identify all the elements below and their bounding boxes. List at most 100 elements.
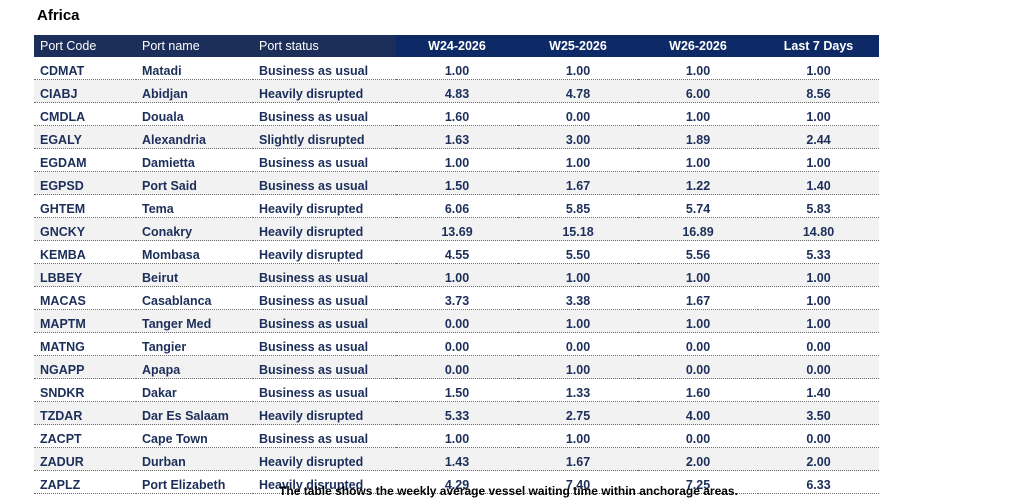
port-name-cell: Damietta xyxy=(136,148,253,172)
port-name-cell: Casablanca xyxy=(136,286,253,310)
port-name-cell: Conakry xyxy=(136,217,253,241)
table-row: EGDAM Damietta Business as usual 1.00 1.00 1.… xyxy=(34,148,879,172)
w25-cell: 1.00 xyxy=(518,355,638,379)
header-w24[interactable]: W24-2026 xyxy=(396,35,518,57)
port-code-cell: MAPTM xyxy=(34,309,136,333)
w26-cell: 1.60 xyxy=(638,378,758,402)
region-title: Africa xyxy=(37,7,80,24)
last-7-days-cell: 0.00 xyxy=(758,424,879,448)
last-7-days-cell: 5.83 xyxy=(758,194,879,218)
last-7-days-cell: 6.33 xyxy=(758,470,879,494)
w26-cell: 0.00 xyxy=(638,355,758,379)
w26-cell: 1.00 xyxy=(638,102,758,126)
port-code-cell: KEMBA xyxy=(34,240,136,264)
port-status-cell: Business as usual xyxy=(253,263,396,287)
w24-cell: 0.00 xyxy=(396,309,518,333)
port-status-cell: Business as usual xyxy=(253,102,396,126)
last-7-days-cell: 1.00 xyxy=(758,148,879,172)
table-row: GNCKY Conakry Heavily disrupted 13.69 15.18 1… xyxy=(34,217,879,241)
port-code-cell: EGPSD xyxy=(34,171,136,195)
port-name-cell: Dar Es Salaam xyxy=(136,401,253,425)
last-7-days-cell: 1.00 xyxy=(758,263,879,287)
port-name-cell: Durban xyxy=(136,447,253,471)
w25-cell: 3.38 xyxy=(518,286,638,310)
table-row: SNDKR Dakar Business as usual 1.50 1.33 1.60 1… xyxy=(34,378,879,402)
w26-cell: 5.56 xyxy=(638,240,758,264)
w26-cell: 0.00 xyxy=(638,332,758,356)
w24-cell: 13.69 xyxy=(396,217,518,241)
port-name-cell: Cape Town xyxy=(136,424,253,448)
port-status-cell: Business as usual xyxy=(253,424,396,448)
table-row: MATNG Tangier Business as usual 0.00 0.00 0.0… xyxy=(34,332,879,356)
w26-cell: 1.00 xyxy=(638,263,758,287)
w26-cell: 0.00 xyxy=(638,424,758,448)
w24-cell: 1.00 xyxy=(396,148,518,172)
port-code-cell: ZADUR xyxy=(34,447,136,471)
port-name-cell: Apapa xyxy=(136,355,253,379)
w25-cell: 2.75 xyxy=(518,401,638,425)
port-name-cell: Port Elizabeth xyxy=(136,470,253,494)
w24-cell: 6.06 xyxy=(396,194,518,218)
port-code-cell: MACAS xyxy=(34,286,136,310)
w26-cell: 7.25 xyxy=(638,470,758,494)
last-7-days-cell: 2.00 xyxy=(758,447,879,471)
w24-cell: 4.83 xyxy=(396,79,518,103)
last-7-days-cell: 1.40 xyxy=(758,378,879,402)
last-7-days-cell: 0.00 xyxy=(758,355,879,379)
port-name-cell: Beirut xyxy=(136,263,253,287)
port-status-cell: Slightly disrupted xyxy=(253,125,396,149)
header-port-status[interactable]: Port status xyxy=(253,35,396,57)
port-code-cell: CDMAT xyxy=(34,57,136,80)
w25-cell: 0.00 xyxy=(518,102,638,126)
last-7-days-cell: 1.00 xyxy=(758,286,879,310)
port-status-cell: Heavily disrupted xyxy=(253,447,396,471)
w25-cell: 7.40 xyxy=(518,470,638,494)
w24-cell: 3.73 xyxy=(396,286,518,310)
table-row: GHTEM Tema Heavily disrupted 6.06 5.85 5.74 5.… xyxy=(34,194,879,218)
table-row: ZADUR Durban Heavily disrupted 1.43 1.67 2.00… xyxy=(34,447,879,471)
port-name-cell: Mombasa xyxy=(136,240,253,264)
header-port-name[interactable]: Port name xyxy=(136,35,253,57)
port-status-cell: Business as usual xyxy=(253,171,396,195)
w25-cell: 1.00 xyxy=(518,309,638,333)
port-code-cell: MATNG xyxy=(34,332,136,356)
port-code-cell: GNCKY xyxy=(34,217,136,241)
w25-cell: 5.50 xyxy=(518,240,638,264)
w25-cell: 1.67 xyxy=(518,447,638,471)
header-last-7-days[interactable]: Last 7 Days xyxy=(758,35,879,57)
table-row: CMDLA Douala Business as usual 1.60 0.00 1.00… xyxy=(34,102,879,126)
w26-cell: 1.89 xyxy=(638,125,758,149)
table-row: KEMBA Mombasa Heavily disrupted 4.55 5.50 5.5… xyxy=(34,240,879,264)
port-name-cell: Abidjan xyxy=(136,79,253,103)
w26-cell: 1.22 xyxy=(638,171,758,195)
w24-cell: 0.00 xyxy=(396,332,518,356)
port-name-cell: Tanger Med xyxy=(136,309,253,333)
header-w26[interactable]: W26-2026 xyxy=(638,35,758,57)
port-code-cell: ZAPLZ xyxy=(34,470,136,494)
last-7-days-cell: 1.00 xyxy=(758,57,879,80)
w24-cell: 1.60 xyxy=(396,102,518,126)
w24-cell: 1.00 xyxy=(396,424,518,448)
port-code-cell: CMDLA xyxy=(34,102,136,126)
w25-cell: 1.67 xyxy=(518,171,638,195)
port-status-cell: Heavily disrupted xyxy=(253,217,396,241)
header-w25[interactable]: W25-2026 xyxy=(518,35,638,57)
port-name-cell: Port Said xyxy=(136,171,253,195)
w25-cell: 5.85 xyxy=(518,194,638,218)
header-port-code[interactable]: Port Code xyxy=(34,35,136,57)
port-code-cell: LBBEY xyxy=(34,263,136,287)
w25-cell: 1.33 xyxy=(518,378,638,402)
port-code-cell: ZACPT xyxy=(34,424,136,448)
last-7-days-cell: 1.00 xyxy=(758,102,879,126)
table-row: CIABJ Abidjan Heavily disrupted 4.83 4.78 6.0… xyxy=(34,79,879,103)
port-code-cell: EGDAM xyxy=(34,148,136,172)
port-code-cell: EGALY xyxy=(34,125,136,149)
w25-cell: 1.00 xyxy=(518,57,638,80)
w24-cell: 1.50 xyxy=(396,171,518,195)
last-7-days-cell: 14.80 xyxy=(758,217,879,241)
w26-cell: 2.00 xyxy=(638,447,758,471)
w24-cell: 1.00 xyxy=(396,263,518,287)
w25-cell: 1.00 xyxy=(518,263,638,287)
port-code-cell: NGAPP xyxy=(34,355,136,379)
